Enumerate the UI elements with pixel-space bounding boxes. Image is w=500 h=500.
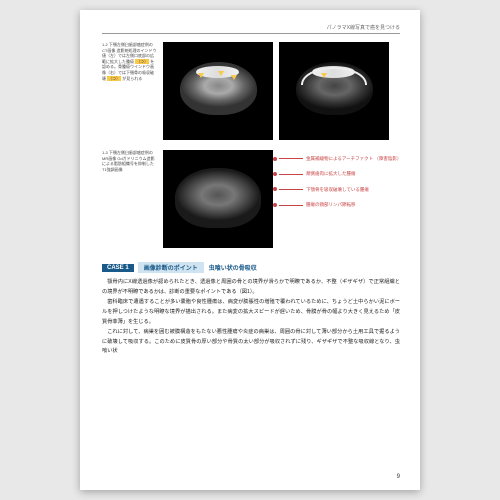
case-label: 画像診断のポイント [138,262,204,273]
ct-image-left [163,42,273,140]
paragraph: 顎骨内にX線透過像が認められたとき、透過像と周囲の骨との境界が滑らかで明瞭である… [102,278,400,297]
annot-label: 頬側歯肉に拡大した腫瘍 [306,171,356,176]
mri-image [163,150,273,248]
fig1-num: 1-2 [102,42,108,47]
page-header: パノラマX線写真で癌を見つける [102,24,400,34]
annot-label: 腫瘍の頸部リンパ節転移 [306,202,356,207]
case-heading: CASE 1 画像診断のポイント 虫喰い状の骨吸収 [102,262,400,273]
figure-2-caption: 1-3 下顎左側臼歯部癌症例のMR画像 Gdガドリニウム造影による脂肪組織号を抑… [102,150,157,172]
ct-image-right [279,42,389,140]
document-page: パノラマX線写真で癌を見つける 1-2 下顎左側臼歯部癌症例のCT画像 造影剤処… [80,10,420,490]
fig1-text1: 下顎左側臼歯部癌症例のCT画像 造影剤処理のインドウ値（左）では左側口底部の広範… [102,42,156,64]
case-number: CASE 1 [102,264,134,272]
annotation-column: 金属補綴物によるアーチファクト （障害陰影） 頬側歯肉に拡大した腫瘍 下顎骨を吸… [279,150,400,218]
page-number: 9 [397,474,400,480]
arrow-icon [198,73,204,78]
fig2-text: 下顎左側臼歯部癌症例のMR画像 Gdガドリニウム造影による脂肪組織号を抑制したT… [102,150,155,172]
fig1-text3: が見られる [122,76,142,81]
paragraph: これに対して、病巣を囲む被膜構造をもたない悪性腫瘍や炎症の病巣は、周囲の骨に対し… [102,328,400,357]
figure-row-1: 1-2 下顎左側臼歯部癌症例のCT画像 造影剤処理のインドウ値（左）では左側口底… [102,42,400,140]
annotation-item: 金属補綴物によるアーチファクト （障害陰影） [279,156,400,161]
figure-row-2: 1-3 下顎左側臼歯部癌症例のMR画像 Gdガドリニウム造影による脂肪組織号を抑… [102,150,400,248]
fig1-hl2: （⇒） [107,76,121,81]
paragraph: 歯科臨床で遭遇することが多い嚢胞や良性腫瘍は、病変が膨脹性の増殖で覆われているた… [102,298,400,327]
annotation-item: 腫瘍の頸部リンパ節転移 [279,202,400,207]
case-block: CASE 1 画像診断のポイント 虫喰い状の骨吸収 顎骨内にX線透過像が認められ… [102,262,400,357]
arrow-icon [231,75,237,80]
annot-label: 金属補綴物によるアーチファクト （障害陰影） [306,156,400,161]
arrow-icon [321,73,327,78]
body-text: 顎骨内にX線透過像が認められたとき、透過像と周囲の骨との境界が滑らかで明瞭である… [102,278,400,357]
fig2-num: 1-3 [102,150,108,155]
arrow-icon [218,71,224,76]
annotation-item: 頬側歯肉に拡大した腫瘍 [279,171,400,176]
annot-label: 下顎骨を吸収破壊している腫瘍 [306,187,369,192]
annotation-item: 下顎骨を吸収破壊している腫瘍 [279,187,400,192]
case-title: 虫喰い状の骨吸収 [209,263,257,272]
figure-1-caption: 1-2 下顎左側臼歯部癌症例のCT画像 造影剤処理のインドウ値（左）では左側口底… [102,42,157,140]
